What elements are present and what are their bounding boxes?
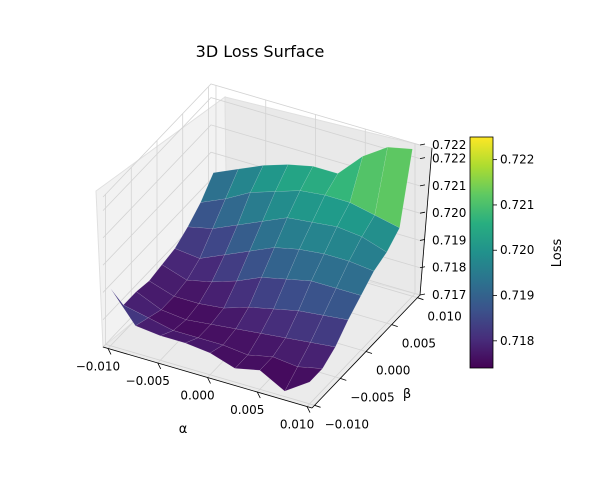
surface-patch: [298, 222, 338, 255]
x-tick-mark: [306, 406, 311, 413]
x-tick-mark: [207, 377, 211, 384]
x-tick-label: −0.010: [76, 359, 120, 373]
y-ticks: −0.010 −0.005 0.000 0.005 0.010: [314, 297, 462, 431]
x-tick-mark: [107, 348, 112, 355]
y-tick-mark: [365, 351, 373, 354]
surface-patch: [159, 330, 199, 344]
surface-patch: [284, 366, 323, 392]
surface-patch: [261, 247, 300, 280]
grid-line-z: [102, 97, 421, 211]
surface-patch: [311, 194, 351, 228]
colorbar: 0.718 0.719 0.720 0.721 0.722 Loss: [469, 136, 565, 369]
y-tick-label: −0.005: [350, 390, 394, 404]
colorbar-ticks: 0.718 0.719 0.720 0.721 0.722: [493, 153, 534, 348]
z-tick-label: 0.719: [432, 233, 466, 247]
z-tick-mark: [419, 157, 426, 160]
x-tick-mark: [157, 362, 162, 370]
z-tick-label: 0.720: [432, 206, 466, 220]
x-tick-label: −0.005: [126, 374, 170, 388]
colorbar-tick-label: 0.719: [500, 289, 534, 303]
chart-title: 3D Loss Surface: [196, 42, 325, 61]
colorbar-label: Loss: [550, 239, 565, 268]
surface-patch: [161, 248, 201, 281]
z-tick-label: 0.717: [432, 288, 466, 302]
z-tick-label: 0.718: [432, 261, 466, 275]
surface-patch: [286, 190, 326, 223]
colorbar-gradient: [469, 136, 494, 369]
z-tick-mark: [419, 266, 426, 269]
z-tick-mark: [419, 184, 426, 187]
y-tick-label: −0.010: [325, 417, 369, 431]
surface-patch: [110, 288, 149, 327]
surface-patch: [184, 337, 224, 354]
surface-patch: [349, 146, 388, 216]
surface-patch: [336, 202, 375, 238]
y-tick-label: 0.005: [402, 337, 436, 351]
colorbar-tick-label: 0.722: [500, 153, 534, 167]
y-tick-mark: [340, 378, 347, 381]
y-tick-mark: [417, 297, 424, 301]
y-tick-label: 0.000: [376, 364, 410, 378]
z-tick-mark: [419, 293, 426, 296]
x-tick-mark: [256, 391, 261, 399]
z-tick-mark: [419, 211, 426, 214]
colorbar-tick-label: 0.718: [500, 334, 534, 348]
surface-patch: [209, 344, 249, 369]
z-tick-label: 0.722: [432, 138, 466, 152]
surface-patch: [224, 221, 263, 256]
y-axis-label: β: [403, 387, 411, 402]
surface-patch: [361, 214, 400, 253]
surface-patch: [147, 309, 187, 331]
surface-patch: [234, 354, 274, 371]
x-ticks: −0.010 −0.005 0.000 0.005 0.010: [76, 348, 314, 432]
y-tick-mark: [314, 404, 321, 408]
x-axis-label: α: [179, 422, 188, 437]
z-tick-label: 0.721: [432, 179, 466, 193]
x-tick-label: 0.005: [230, 403, 264, 417]
z-tick-mark: [419, 239, 426, 241]
z-tick-label: 0.722: [432, 152, 466, 166]
loss-surface: [110, 146, 413, 392]
surface-patch: [135, 280, 175, 311]
z-tick-mark: [419, 143, 426, 146]
colorbar-tick-label: 0.720: [500, 243, 534, 257]
surface-patch: [200, 168, 239, 203]
x-tick-label: 0.000: [180, 389, 214, 403]
colorbar-tick-label: 0.721: [500, 198, 534, 212]
surface-patch: [174, 226, 213, 259]
z-axis-line: [419, 147, 433, 296]
surface-patch: [148, 264, 188, 297]
axes-3d: −0.010 −0.005 0.000 0.005 0.010 −0.010 −0.005…: [76, 83, 497, 437]
y-tick-mark: [391, 324, 398, 327]
surface-patch: [134, 317, 174, 336]
grid-line-z: [102, 83, 421, 198]
surface-patch: [160, 296, 200, 320]
surface-patch: [248, 277, 287, 310]
surface-patch: [374, 146, 413, 229]
x-tick-label: 0.010: [280, 418, 314, 432]
y-tick-label: 0.010: [427, 310, 461, 324]
surface-patch: [259, 356, 298, 392]
